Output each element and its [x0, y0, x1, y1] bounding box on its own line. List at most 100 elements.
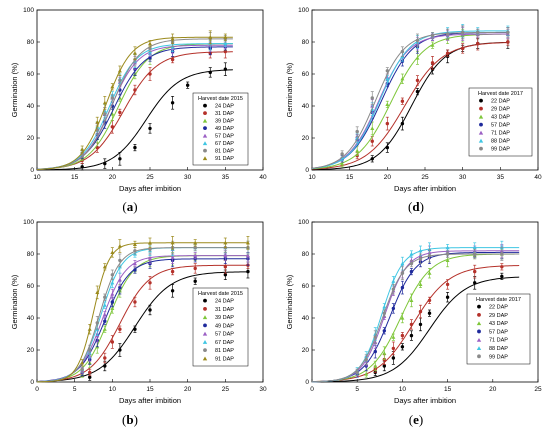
x-tick-label: 20 — [109, 174, 117, 181]
data-point — [223, 41, 228, 46]
data-point — [110, 273, 115, 277]
legend-entry: 49 DAP — [215, 323, 234, 329]
series-99-dap — [311, 25, 510, 169]
data-point — [87, 327, 92, 331]
data-point — [118, 78, 122, 83]
data-point — [245, 240, 250, 245]
data-point — [415, 56, 420, 60]
x-axis-label: Days after imbition — [394, 184, 456, 193]
data-point — [118, 348, 122, 352]
data-point — [400, 345, 405, 349]
y-tick-label: 80 — [302, 251, 310, 258]
x-tick-label: 5 — [73, 386, 77, 393]
data-point — [409, 333, 414, 338]
legend-entry: 31 DAP — [215, 307, 234, 313]
y-axis-label: Germination (%) — [10, 62, 19, 117]
y-tick-label: 40 — [302, 315, 310, 322]
y-tick-label: 20 — [27, 135, 35, 142]
legend-marker — [479, 106, 483, 111]
legend-title: Harvest date 2017 — [476, 297, 521, 303]
legend-entry: 29 DAP — [489, 313, 508, 319]
data-point — [400, 76, 405, 81]
data-point — [170, 255, 175, 259]
data-point — [418, 248, 423, 253]
x-tick-label: 10 — [109, 386, 117, 393]
legend-marker — [202, 118, 208, 123]
data-point — [223, 49, 228, 54]
data-point — [355, 370, 359, 375]
fitted-curve — [311, 276, 520, 383]
legend-marker — [478, 138, 484, 143]
data-point — [132, 261, 137, 266]
legend-entry: 71 DAP — [489, 338, 508, 344]
data-point — [132, 242, 137, 246]
data-point — [500, 252, 504, 256]
legend-entry: 57 DAP — [215, 332, 234, 338]
data-point — [415, 38, 420, 43]
data-point — [148, 41, 152, 46]
fitted-curve — [311, 253, 520, 383]
data-point — [118, 285, 122, 290]
legend-entry: 31 DAP — [215, 111, 234, 117]
y-axis-label: Germination (%) — [10, 274, 19, 329]
data-point — [170, 36, 175, 41]
legend-entry: 49 DAP — [215, 126, 234, 132]
legend-box — [192, 92, 249, 166]
data-point — [500, 265, 504, 269]
data-point — [382, 311, 387, 315]
data-point — [193, 245, 197, 250]
legend-marker — [479, 98, 483, 103]
data-point — [102, 312, 107, 317]
x-tick-label: 25 — [421, 174, 429, 181]
data-point — [391, 287, 396, 291]
y-axis-label: Germination (%) — [285, 274, 294, 329]
data-point — [400, 333, 405, 338]
x-tick-label: 20 — [489, 386, 497, 393]
data-point — [223, 35, 228, 39]
data-point — [193, 240, 198, 245]
data-point — [148, 281, 152, 285]
y-tick-label: 20 — [302, 135, 310, 142]
legend-marker — [477, 312, 481, 317]
legend-marker — [203, 148, 207, 153]
data-point — [148, 308, 152, 312]
y-tick-label: 0 — [305, 379, 309, 386]
data-point — [476, 41, 480, 46]
y-tick-label: 40 — [27, 103, 35, 110]
data-point — [385, 145, 390, 150]
y-tick-label: 100 — [298, 219, 309, 226]
data-point — [473, 281, 477, 285]
y-tick-label: 20 — [302, 347, 310, 354]
fitted-curve — [311, 33, 508, 169]
y-tick-label: 80 — [27, 251, 35, 258]
series-91-dap — [36, 236, 250, 383]
y-tick-label: 80 — [302, 39, 310, 46]
x-tick-label: 35 — [497, 174, 505, 181]
series-22-dap — [311, 272, 520, 383]
fitted-curve — [311, 31, 508, 169]
data-point — [364, 357, 368, 362]
x-tick-label: 40 — [259, 174, 267, 181]
x-tick-label: 30 — [184, 174, 192, 181]
data-point — [445, 51, 450, 55]
x-tick-label: 25 — [222, 386, 230, 393]
fitted-curve — [311, 42, 508, 170]
fitted-curve — [36, 69, 233, 171]
data-point — [132, 51, 137, 55]
y-tick-label: 100 — [298, 7, 309, 14]
data-point — [103, 364, 107, 368]
y-axis-label: Germination (%) — [285, 62, 294, 117]
data-point — [373, 335, 377, 339]
data-point — [110, 280, 115, 285]
data-point — [118, 157, 122, 161]
data-point — [133, 145, 137, 150]
data-point — [370, 96, 374, 100]
data-point — [110, 292, 115, 296]
x-tick-label: 10 — [33, 174, 41, 181]
data-point — [370, 139, 374, 143]
data-point — [223, 67, 228, 71]
series-91-dap — [36, 30, 233, 170]
data-point — [110, 300, 115, 304]
data-point — [95, 321, 99, 325]
data-point — [430, 43, 435, 47]
